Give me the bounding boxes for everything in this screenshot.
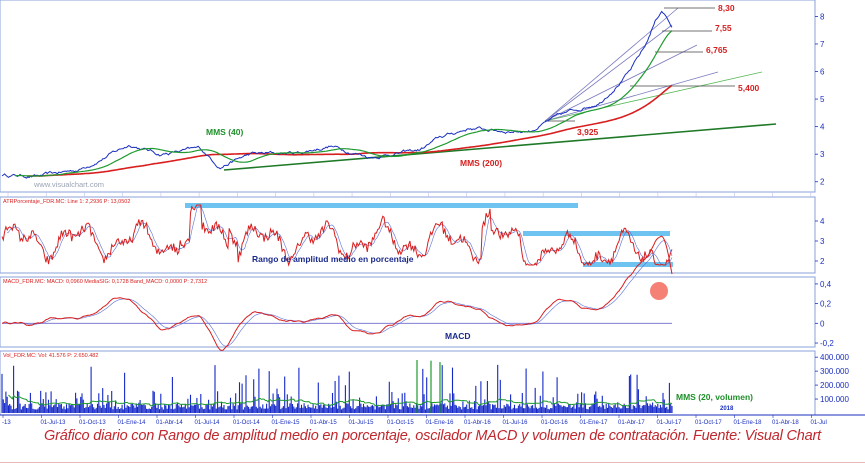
macd-line (1, 235, 673, 351)
x-tick-label: 01-Jul-16 (503, 420, 529, 426)
price-panel (0, 0, 816, 193)
mms200-label: MMS (200) (460, 158, 502, 168)
x-tick-label: 01-Abr-18 (772, 420, 799, 426)
x-tick-label: 01-Jul (811, 420, 827, 426)
price-label-830: 8,30 (718, 3, 735, 13)
volume-ma-annotation: MMS (20, volumen) (676, 392, 753, 402)
price-label-6765: 6,765 (706, 45, 728, 55)
macd-annotation: MACD (445, 331, 471, 341)
x-tick-label: 01-Jul-14 (195, 420, 221, 426)
x-axis-ticks: -13 01-Jul-13 01-Oct-13 01-Ene-14 01-Abr-14 0… (2, 415, 827, 426)
volume-ytick: 400.000 (820, 353, 849, 362)
price-line (1, 10, 673, 179)
volume-ytick: 100.000 (820, 395, 849, 404)
atr-band-top (185, 203, 578, 208)
fan-line (544, 44, 698, 122)
price-ytick: 3 (820, 150, 825, 159)
grid-lines (7, 123, 812, 197)
x-tick-label: 01-Abr-16 (464, 420, 491, 426)
price-ytick: 5 (820, 95, 825, 104)
volume-header: Vol_FDR.MC: Vol: 41.576 P: 2.650.482 (3, 353, 98, 359)
watermark: www.visualchart.com (33, 180, 104, 189)
atr-header: ATRPorcentaje_FDR.MC: Line 1: 2,2936 P: … (3, 199, 130, 205)
volume-ytick: 300.000 (820, 367, 849, 376)
macd-ytick: 0 (820, 319, 825, 328)
fan-line (544, 7, 679, 122)
price-ytick: 2 (820, 178, 825, 187)
x-tick-label: 01-Oct-16 (541, 420, 568, 426)
trend-line (223, 123, 777, 171)
caption: Gráfico diario con Rango de amplitud med… (44, 428, 821, 444)
x-tick-label: 01-Oct-13 (79, 420, 106, 426)
volume-bars (1, 364, 673, 413)
price-ytick: 7 (820, 40, 825, 49)
x-tick-label: -13 (2, 420, 11, 426)
atr-ytick: 4 (820, 217, 825, 226)
x-tick-label: 01-Oct-17 (695, 420, 722, 426)
fan-lines (544, 7, 763, 122)
series-layer (1, 10, 673, 413)
x-tick-label: 01-Jul-13 (41, 420, 67, 426)
macd-ytick: -0,2 (820, 339, 834, 348)
y-axis-ticks: 2 3 4 5 6 7 8 2 3 4 0,4 0,2 0 -0,2 100.0… (815, 12, 849, 404)
atr-avg-line (7, 205, 673, 266)
atr-band-bottom (583, 262, 673, 267)
x-tick-label: 01-Ene-14 (118, 420, 147, 426)
macd-header: MACD_FDR.MC: MACD: 0,0960 MediaSIG: 0,17… (3, 279, 207, 285)
volume-ma-line (8, 394, 673, 407)
price-label-5400: 5,400 (738, 83, 760, 93)
atr-line (1, 204, 673, 267)
year-label: 2018 (720, 406, 734, 412)
price-ytick: 4 (820, 123, 825, 132)
atr-band-mid (523, 231, 670, 236)
fan-line (544, 71, 719, 122)
fan-line (544, 24, 673, 122)
price-ytick: 6 (820, 68, 825, 77)
x-tick-label: 01-Abr-14 (156, 420, 183, 426)
mms40-label: MMS (40) (206, 127, 243, 137)
x-tick-label: 01-Jul-17 (657, 420, 683, 426)
x-tick-label: 01-Ene-15 (272, 420, 301, 426)
x-tick-label: 01-Oct-15 (387, 420, 414, 426)
x-tick-label: 01-Oct-14 (233, 420, 260, 426)
price-label-3925: 3,925 (577, 127, 599, 137)
x-tick-label: 01-Ene-18 (734, 420, 763, 426)
bottom-divider (0, 462, 865, 463)
x-tick-label: 01-Ene-17 (580, 420, 609, 426)
atr-annotation: Rango de amplitud medio en porcentaje (252, 254, 414, 264)
stock-chart: ATRPorcentaje_FDR.MC: Line 1: 2,2936 P: … (0, 0, 865, 426)
x-tick-label: 01-Abr-15 (310, 420, 337, 426)
x-tick-label: 01-Jul-15 (349, 420, 375, 426)
volume-ytick: 200.000 (820, 381, 849, 390)
atr-bands (185, 203, 673, 267)
macd-ytick: 0,2 (820, 300, 832, 309)
atr-ytick: 2 (820, 257, 825, 266)
atr-ytick: 3 (820, 237, 825, 246)
macd-ytick: 0,4 (820, 280, 832, 289)
macd-panel (0, 276, 816, 348)
x-tick-label: 01-Abr-17 (618, 420, 645, 426)
macd-signal-line (8, 240, 673, 347)
macd-peak-marker (650, 282, 668, 300)
price-label-755: 7,55 (715, 23, 732, 33)
fan-line (544, 71, 763, 122)
price-ytick: 8 (820, 12, 825, 21)
x-tick-label: 01-Ene-16 (426, 420, 455, 426)
mms40-line (14, 30, 673, 177)
